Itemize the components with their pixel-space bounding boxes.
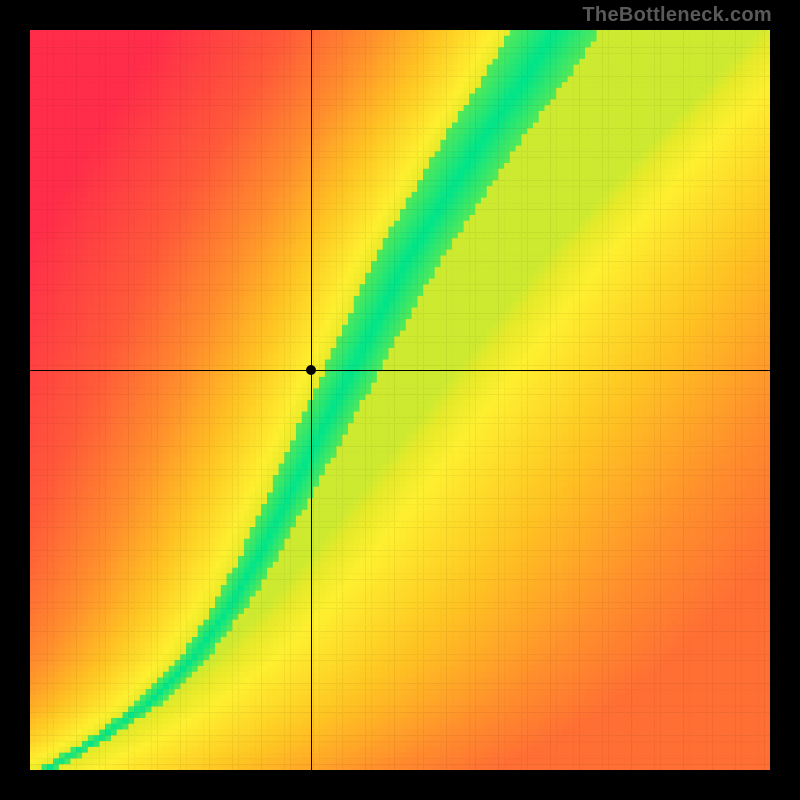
watermark-text: TheBottleneck.com [582, 4, 772, 27]
crosshair-horizontal [30, 370, 770, 371]
crosshair-vertical [311, 30, 312, 770]
plot-area [30, 30, 770, 770]
heatmap-canvas [30, 30, 770, 770]
crosshair-marker [306, 365, 316, 375]
